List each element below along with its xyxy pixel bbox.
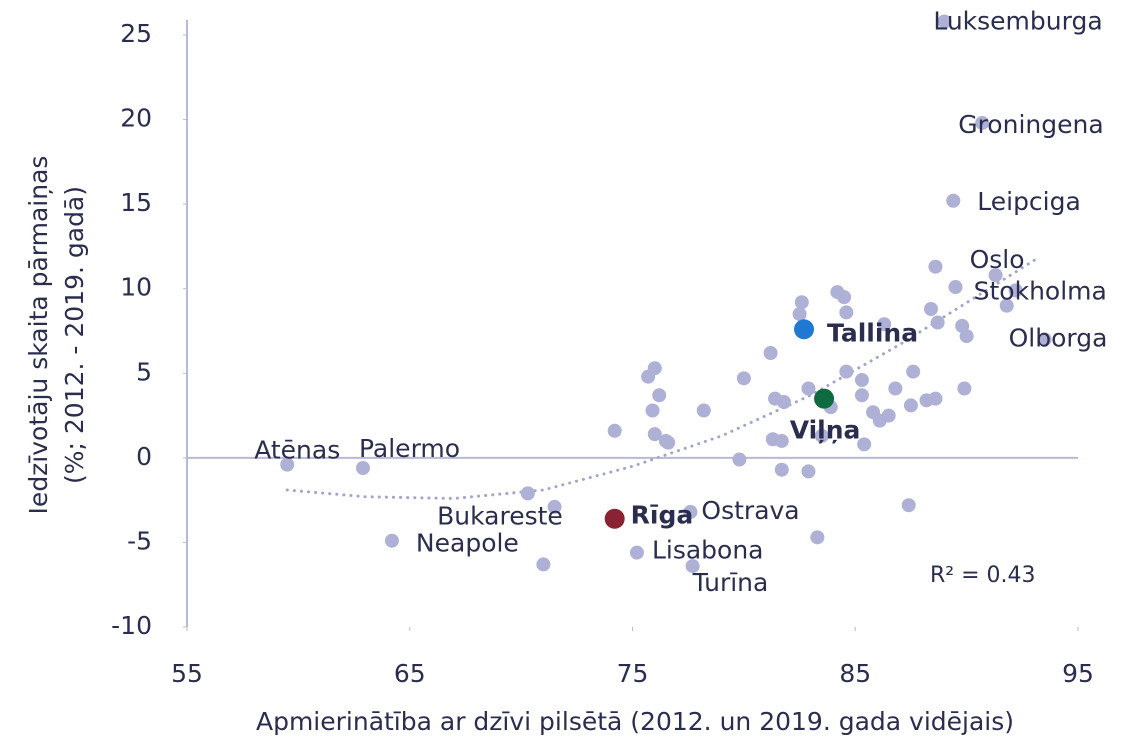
point — [801, 381, 816, 396]
x-tick-label: 95 — [1062, 659, 1094, 688]
y-tick-label: 20 — [120, 104, 152, 133]
point — [888, 381, 903, 396]
trendline — [285, 255, 1042, 500]
point — [988, 268, 1003, 283]
point-label: Olborga — [1009, 323, 1108, 352]
point — [999, 298, 1014, 313]
point — [946, 193, 961, 208]
point — [959, 329, 974, 344]
point — [854, 373, 869, 388]
point — [837, 290, 852, 305]
point — [763, 345, 778, 360]
point — [520, 486, 535, 501]
point-label: Groningena — [958, 110, 1103, 139]
point — [683, 504, 698, 519]
point — [814, 428, 829, 443]
point — [647, 361, 662, 376]
point — [928, 259, 943, 274]
point — [903, 398, 918, 413]
point — [923, 302, 938, 317]
point — [661, 435, 676, 450]
point — [810, 530, 825, 545]
x-tick-label: 85 — [839, 659, 871, 688]
point-label: Atēnas — [254, 436, 340, 465]
highlight-point — [794, 319, 815, 340]
point-label: Oslo — [970, 245, 1025, 274]
y-axis-title: Iedzīvotāju skaita pārmaiņas — [24, 156, 53, 515]
annotation: R² = 0.43 — [930, 563, 1036, 588]
x-tick-label: 55 — [171, 659, 203, 688]
point — [1008, 283, 1023, 298]
point — [801, 464, 816, 479]
point-label: Luksemburga — [933, 6, 1102, 35]
point — [794, 295, 809, 310]
point — [937, 14, 952, 29]
point-label: Bukareste — [437, 501, 563, 530]
point — [696, 403, 711, 418]
highlight-point — [814, 388, 835, 409]
point — [732, 452, 747, 467]
point-label: Lisabona — [652, 536, 764, 565]
point — [384, 533, 399, 548]
point — [906, 364, 921, 379]
point-label: Palermo — [359, 434, 460, 463]
point — [928, 391, 943, 406]
point — [975, 115, 990, 130]
point — [857, 437, 872, 452]
point-label: Stokholma — [974, 276, 1107, 305]
point-label: Leipciga — [977, 187, 1081, 216]
x-tick-label: 75 — [617, 659, 649, 688]
point — [629, 545, 644, 560]
y-tick-label: 15 — [120, 188, 152, 217]
point — [547, 499, 562, 514]
point — [877, 317, 892, 332]
point — [736, 371, 751, 386]
highlight-point — [604, 508, 625, 529]
y-tick-label: 5 — [136, 357, 152, 386]
point — [280, 457, 295, 472]
point — [854, 388, 869, 403]
point — [645, 403, 660, 418]
y-tick-label: -10 — [111, 611, 152, 640]
point-label: Ostrava — [701, 496, 799, 525]
y-axis-title: (%; 2012. - 2019. gadā) — [60, 186, 89, 484]
point — [839, 364, 854, 379]
point — [774, 433, 789, 448]
point — [792, 307, 807, 322]
point — [957, 381, 972, 396]
point — [930, 315, 945, 330]
x-axis-title: Apmierinātība ar dzīvi pilsētā (2012. un… — [256, 707, 1014, 736]
x-tick-label: 65 — [394, 659, 426, 688]
point-label: Viļņa — [790, 416, 861, 445]
point — [355, 461, 370, 476]
point-label: Rīga — [631, 501, 694, 530]
point — [685, 559, 700, 574]
y-tick-label: 25 — [120, 19, 152, 48]
point — [652, 388, 667, 403]
point-label: Neapole — [416, 529, 519, 558]
point — [647, 427, 662, 442]
point-label: Turīna — [692, 568, 769, 597]
y-tick-label: 0 — [136, 442, 152, 471]
point — [536, 557, 551, 572]
point — [881, 408, 896, 423]
point — [776, 395, 791, 410]
point — [901, 498, 916, 513]
y-tick-label: 10 — [120, 273, 152, 302]
y-tick-label: -5 — [127, 526, 152, 555]
point — [1037, 332, 1052, 347]
point — [948, 280, 963, 295]
point — [839, 305, 854, 320]
point — [774, 462, 789, 477]
point — [607, 423, 622, 438]
point-label: Tallina — [827, 318, 918, 347]
